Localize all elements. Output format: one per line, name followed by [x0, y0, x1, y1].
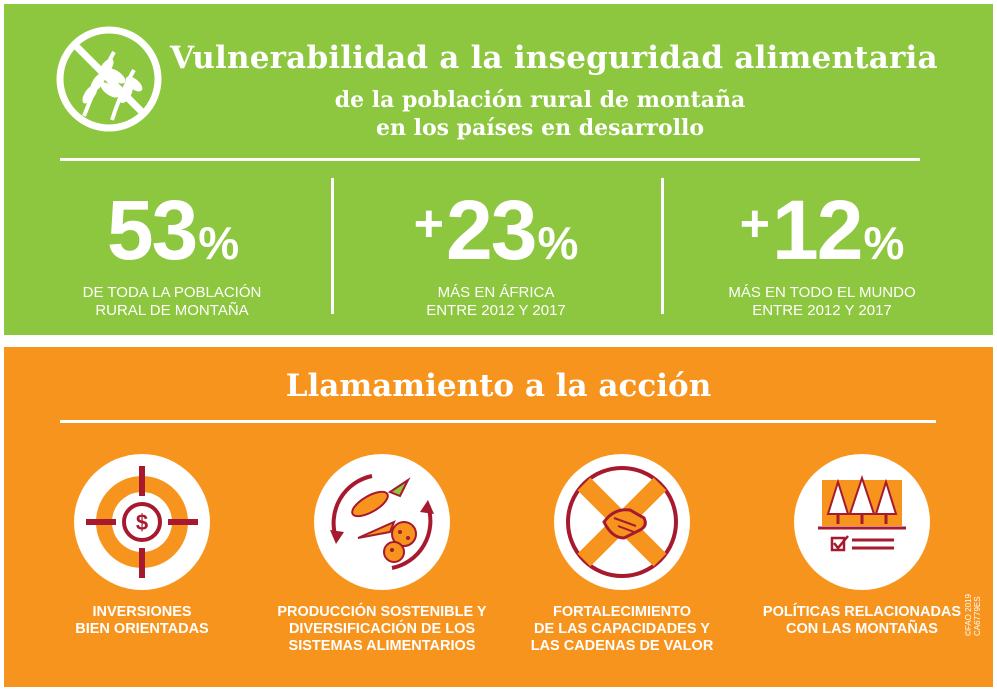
- page-subtitle-line2: en los países en desarrollo: [375, 115, 705, 141]
- food-cycle-icon: [314, 454, 450, 590]
- stat-caption: DE TODA LA POBLACIÓN RURAL DE MONTAÑA: [82, 284, 262, 319]
- stat-unit: %: [863, 217, 905, 269]
- action-label: POLÍTICAS RELACIONADAS CON LAS MONTAÑAS: [762, 604, 962, 637]
- handshake-icon: [554, 454, 690, 590]
- target-dollar-icon: $: [74, 454, 210, 590]
- stat-number: 23: [446, 183, 537, 277]
- stat-divider-1: [331, 178, 334, 314]
- stat-caption: MÁS EN ÁFRICA ENTRE 2012 Y 2017: [426, 284, 566, 319]
- no-wheat-icon: [56, 26, 162, 132]
- stat-caption: MÁS EN TODO EL MUNDO ENTRE 2012 Y 2017: [728, 284, 916, 319]
- cta-divider: [60, 420, 936, 423]
- credit-text: ©FAO 2019 CA6779ES: [964, 594, 982, 636]
- vulnerability-panel: [4, 4, 993, 335]
- stat-prefix: +: [413, 195, 445, 253]
- stat-unit: %: [198, 217, 240, 269]
- stat-prefix: +: [739, 195, 771, 253]
- action-label: FORTALECIMIENTO DE LAS CAPACIDADES Y LAS…: [530, 604, 714, 654]
- action-label: INVERSIONES BIEN ORIENTADAS: [75, 604, 209, 637]
- stat-divider-2: [661, 178, 664, 314]
- header-divider: [60, 158, 920, 161]
- stat-number: 12: [772, 183, 863, 277]
- svg-text:$: $: [136, 510, 148, 535]
- call-to-action-title: Llamamiento a la acción: [285, 368, 712, 404]
- page-title: Vulnerabilidad a la inseguridad alimenta…: [170, 40, 938, 76]
- stat-number: 53: [106, 183, 198, 277]
- mountain-policy-icon: [794, 454, 930, 590]
- stat-unit: %: [537, 217, 579, 269]
- action-label: PRODUCCIÓN SOSTENIBLE Y DIVERSIFICACIÓN …: [277, 604, 487, 654]
- page-subtitle-line1: de la población rural de montaña: [334, 87, 746, 113]
